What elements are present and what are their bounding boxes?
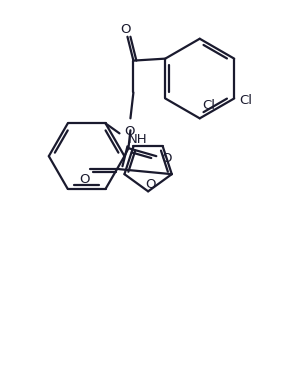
- Text: O: O: [161, 152, 172, 165]
- Text: Cl: Cl: [203, 100, 216, 112]
- Text: O: O: [145, 178, 155, 191]
- Text: O: O: [120, 23, 131, 36]
- Text: NH: NH: [127, 133, 147, 146]
- Text: O: O: [124, 125, 135, 138]
- Text: Cl: Cl: [239, 94, 252, 107]
- Text: O: O: [79, 173, 90, 186]
